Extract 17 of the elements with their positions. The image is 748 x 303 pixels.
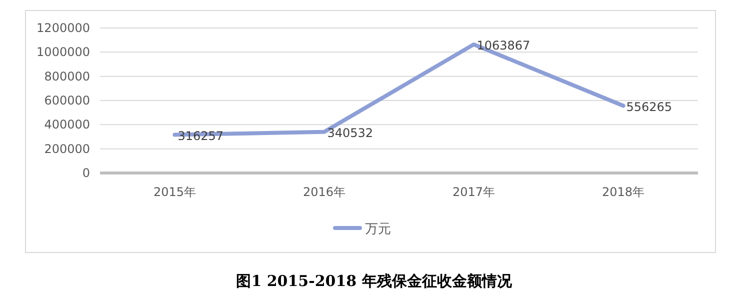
data-label: 340532 xyxy=(327,126,374,140)
x-tick-label: 2015年 xyxy=(153,185,196,199)
y-tick-label: 0 xyxy=(82,166,90,180)
data-label: 1063867 xyxy=(476,38,530,52)
y-tick-label: 400000 xyxy=(44,118,90,132)
x-tick-label: 2016年 xyxy=(302,185,346,199)
y-tick-label: 200000 xyxy=(44,142,90,156)
legend-label: 万元 xyxy=(365,222,391,237)
x-tick-label: 2018年 xyxy=(602,185,645,199)
data-label: 316257 xyxy=(178,128,224,143)
text: 图1 2015-2018 年残保金征收金额情况 xyxy=(236,272,513,290)
y-tick-label: 800000 xyxy=(44,69,90,84)
data-label: 556265 xyxy=(626,100,672,114)
y-tick-label: 1200000 xyxy=(36,21,90,35)
x-tick-label: 2017年 xyxy=(452,185,496,199)
y-tick-label: 600000 xyxy=(44,94,90,108)
y-tick-label: 1000000 xyxy=(36,45,90,60)
